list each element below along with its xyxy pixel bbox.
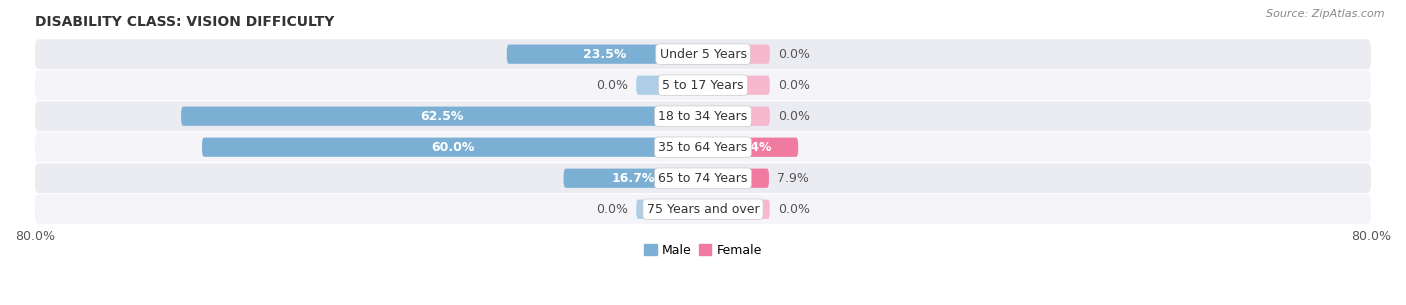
Text: 18 to 34 Years: 18 to 34 Years (658, 110, 748, 123)
Text: 23.5%: 23.5% (583, 48, 627, 61)
Text: 7.9%: 7.9% (778, 172, 810, 185)
FancyBboxPatch shape (703, 138, 799, 157)
FancyBboxPatch shape (35, 101, 1371, 131)
FancyBboxPatch shape (636, 76, 703, 95)
FancyBboxPatch shape (181, 106, 703, 126)
FancyBboxPatch shape (35, 194, 1371, 224)
FancyBboxPatch shape (35, 70, 1371, 100)
FancyBboxPatch shape (564, 169, 703, 188)
FancyBboxPatch shape (703, 169, 769, 188)
Text: 0.0%: 0.0% (778, 79, 810, 92)
Text: 0.0%: 0.0% (778, 48, 810, 61)
FancyBboxPatch shape (703, 199, 770, 219)
Text: 0.0%: 0.0% (778, 110, 810, 123)
Text: 11.4%: 11.4% (728, 141, 772, 154)
FancyBboxPatch shape (636, 199, 703, 219)
FancyBboxPatch shape (202, 138, 703, 157)
Text: 0.0%: 0.0% (596, 203, 628, 216)
Text: Under 5 Years: Under 5 Years (659, 48, 747, 61)
FancyBboxPatch shape (703, 76, 770, 95)
Text: DISABILITY CLASS: VISION DIFFICULTY: DISABILITY CLASS: VISION DIFFICULTY (35, 15, 335, 29)
FancyBboxPatch shape (35, 132, 1371, 162)
Text: 35 to 64 Years: 35 to 64 Years (658, 141, 748, 154)
Text: Source: ZipAtlas.com: Source: ZipAtlas.com (1267, 9, 1385, 19)
Text: 62.5%: 62.5% (420, 110, 464, 123)
FancyBboxPatch shape (506, 45, 703, 64)
FancyBboxPatch shape (703, 45, 770, 64)
FancyBboxPatch shape (35, 39, 1371, 69)
Legend: Male, Female: Male, Female (640, 239, 766, 262)
Text: 75 Years and over: 75 Years and over (647, 203, 759, 216)
Text: 65 to 74 Years: 65 to 74 Years (658, 172, 748, 185)
FancyBboxPatch shape (35, 163, 1371, 193)
Text: 0.0%: 0.0% (778, 203, 810, 216)
Text: 60.0%: 60.0% (430, 141, 474, 154)
Text: 16.7%: 16.7% (612, 172, 655, 185)
FancyBboxPatch shape (703, 106, 770, 126)
Text: 5 to 17 Years: 5 to 17 Years (662, 79, 744, 92)
Text: 0.0%: 0.0% (596, 79, 628, 92)
